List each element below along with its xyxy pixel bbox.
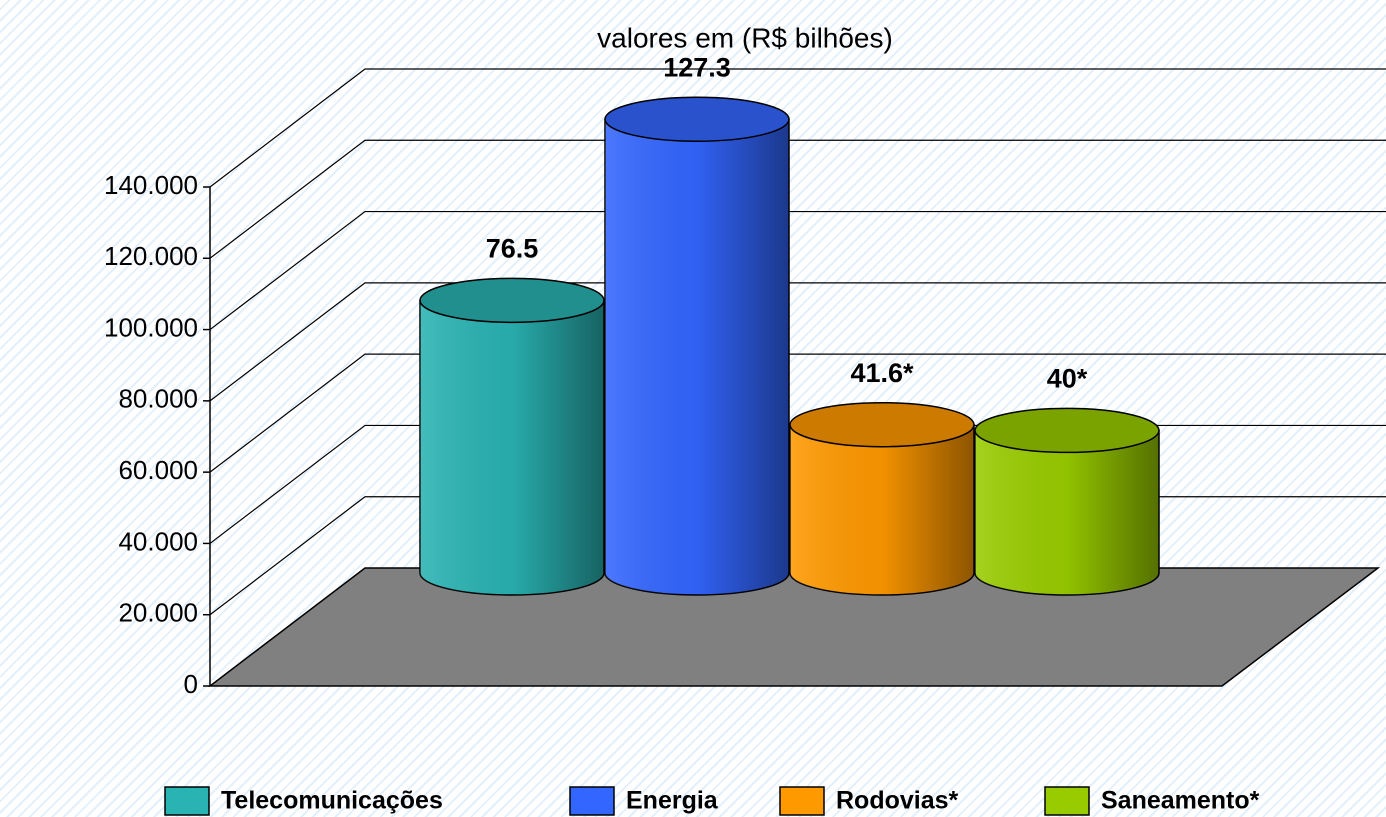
bar-shade bbox=[975, 430, 1159, 595]
y-tick-label: 100.000 bbox=[104, 312, 198, 342]
value-label: 127.3 bbox=[663, 52, 731, 82]
value-label: 40* bbox=[1047, 364, 1088, 394]
chart-title: valores em (R$ bilhões) bbox=[597, 22, 893, 53]
bar-shade bbox=[790, 424, 974, 595]
legend-swatch bbox=[1044, 786, 1090, 816]
y-tick-label: 60.000 bbox=[118, 455, 198, 485]
value-label: 41.6* bbox=[850, 358, 914, 388]
grid-line bbox=[209, 353, 1386, 473]
y-tick-label: 0 bbox=[184, 669, 198, 699]
legend-label: Saneamento* bbox=[1101, 787, 1260, 815]
grid-line bbox=[209, 210, 1386, 331]
bar-top bbox=[604, 96, 790, 143]
legend-label: Energia bbox=[626, 787, 719, 815]
y-tick-label: 40.000 bbox=[118, 526, 198, 556]
grid-line bbox=[209, 68, 1386, 188]
bar-top bbox=[419, 277, 605, 324]
y-tick-label: 20.000 bbox=[118, 598, 198, 628]
legend-label: Telecomunicações bbox=[221, 787, 443, 815]
y-tick-label: 140.000 bbox=[104, 170, 198, 200]
y-tick-label: 80.000 bbox=[118, 384, 198, 414]
bar-top bbox=[974, 407, 1160, 454]
value-label: 76.5 bbox=[486, 233, 539, 263]
legend-swatch bbox=[779, 786, 825, 816]
bar-top bbox=[789, 401, 975, 448]
y-tick-label: 120.000 bbox=[104, 241, 198, 271]
bar-shade bbox=[605, 119, 789, 596]
legend-label: Rodovias* bbox=[836, 787, 959, 815]
grid-line bbox=[209, 139, 1386, 259]
bar-shade bbox=[420, 300, 604, 595]
legend-swatch bbox=[164, 786, 210, 816]
grid-line bbox=[209, 282, 1386, 402]
floor bbox=[207, 567, 1381, 687]
legend-swatch bbox=[569, 786, 615, 816]
